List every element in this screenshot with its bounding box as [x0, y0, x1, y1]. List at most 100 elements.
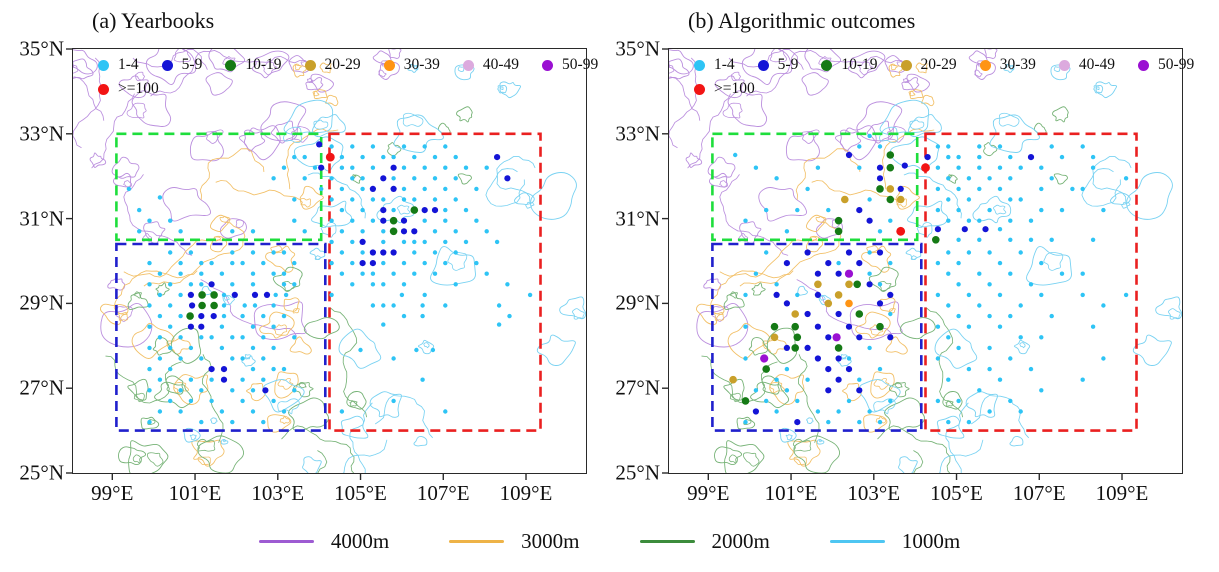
east-subregion-box — [328, 132, 542, 432]
event-count-point — [1039, 207, 1044, 213]
contour-line — [497, 84, 508, 94]
x-tick-label: 107°E — [416, 481, 470, 505]
contour-ridge-line — [728, 49, 804, 70]
contour-line — [189, 131, 224, 162]
event-count-point — [262, 387, 269, 394]
event-count-point — [390, 249, 397, 256]
event-count-point — [360, 154, 365, 160]
contour-line — [173, 382, 189, 394]
event-count-point — [935, 207, 941, 213]
event-count-point — [1080, 144, 1085, 149]
event-count-point — [935, 292, 941, 298]
contour-line — [751, 282, 766, 296]
contour-line — [283, 99, 334, 135]
event-count-point — [1028, 366, 1034, 372]
event-count-point — [494, 239, 500, 245]
event-count-point — [1070, 186, 1075, 192]
event-count-point — [753, 388, 759, 393]
contour-line — [283, 126, 302, 144]
event-count-point — [845, 366, 853, 373]
legend-item: 50-99 — [1138, 56, 1194, 74]
contour-line — [162, 187, 211, 222]
x-tick-label: 103°E — [847, 481, 901, 505]
event-count-point — [453, 154, 458, 160]
event-count-point — [350, 165, 355, 170]
event-count-point — [219, 271, 225, 276]
event-count-point — [261, 419, 266, 425]
event-count-point — [866, 281, 873, 288]
event-count-point — [221, 313, 227, 319]
event-count-point — [219, 345, 225, 351]
contour-line — [131, 322, 175, 359]
contour-line — [298, 382, 307, 389]
event-count-point — [339, 229, 345, 234]
event-count-point — [896, 195, 905, 204]
contour-line — [277, 377, 294, 390]
contour-line — [879, 297, 896, 312]
contour-ridge-line — [150, 50, 306, 97]
event-count-point — [240, 260, 245, 266]
event-count-point — [1090, 324, 1096, 329]
legend-dot-icon — [900, 59, 912, 71]
event-count-point — [210, 313, 217, 320]
event-count-point — [856, 334, 863, 341]
contour-line — [879, 99, 930, 135]
contour-line — [525, 201, 535, 209]
contour-ridge-line — [709, 270, 794, 316]
event-count-point — [370, 165, 376, 170]
event-count-point — [857, 165, 862, 170]
event-count-point — [946, 154, 951, 160]
event-count-point — [814, 355, 821, 362]
contour-line — [889, 382, 910, 398]
contour-line — [849, 301, 903, 341]
contour-line — [870, 371, 895, 399]
contour-line — [998, 112, 1020, 127]
contour-line — [729, 392, 741, 403]
contour-line — [685, 152, 703, 168]
event-count-point — [815, 409, 821, 414]
event-count-point — [422, 260, 427, 266]
event-count-point — [966, 419, 972, 425]
event-count-point — [401, 144, 407, 149]
event-count-point — [147, 419, 152, 425]
contour-line — [303, 317, 340, 340]
event-count-point — [935, 144, 941, 149]
legend-dot-icon — [161, 59, 173, 71]
event-count-point — [325, 152, 335, 162]
contour-line — [915, 62, 928, 74]
contour-line — [270, 245, 283, 254]
contour-line — [118, 446, 147, 465]
event-count-point — [1018, 335, 1023, 340]
event-count-point — [857, 377, 862, 382]
event-count-point — [271, 176, 276, 181]
event-count-point — [867, 409, 872, 414]
event-count-point — [956, 186, 961, 192]
contour-line — [127, 292, 149, 310]
event-count-point — [764, 207, 769, 213]
contour-line — [300, 197, 311, 208]
event-count-point — [1018, 197, 1023, 202]
panel-b-title: (b) Algorithmic outcomes — [688, 8, 916, 33]
contour-line — [905, 247, 922, 260]
event-count-point — [997, 260, 1003, 266]
contour-line — [273, 324, 288, 336]
contour-ridge-line — [374, 395, 434, 439]
event-count-point — [1018, 409, 1023, 414]
event-count-point — [1039, 292, 1044, 298]
x-tick-label: 109°E — [1095, 481, 1149, 505]
contour-ridge-line — [349, 402, 373, 473]
event-count-point — [271, 271, 276, 276]
event-count-point — [178, 388, 183, 393]
contour-line — [235, 219, 245, 228]
event-count-point — [209, 335, 214, 340]
contour-line — [898, 456, 918, 473]
event-count-point — [157, 195, 163, 200]
event-count-point — [1039, 260, 1044, 266]
contour-line — [73, 49, 98, 75]
contour-line — [842, 382, 862, 402]
event-count-point — [824, 299, 833, 308]
contour-line — [908, 89, 924, 99]
event-count-point — [380, 175, 387, 182]
event-count-point — [292, 260, 297, 266]
contour-line — [1026, 246, 1072, 286]
